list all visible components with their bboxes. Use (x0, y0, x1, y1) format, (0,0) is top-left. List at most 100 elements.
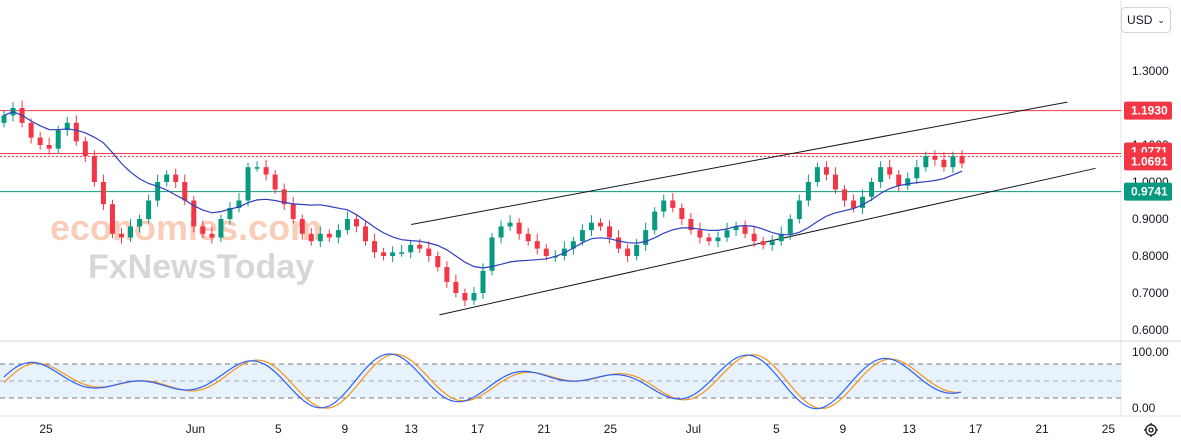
x-tick-label: 5 (773, 422, 780, 436)
moving-average (3, 111, 963, 269)
candle-body (462, 293, 468, 301)
candle-body (706, 237, 712, 242)
stoch-k-line (3, 353, 962, 410)
price-tag (1124, 182, 1172, 201)
y-tick-label: 1.3000 (1132, 64, 1169, 78)
x-tick-label: Jul (686, 422, 701, 436)
candle-body (100, 182, 106, 205)
candle-body (525, 233, 531, 242)
candle-body (272, 174, 278, 190)
x-tick-label: 5 (275, 422, 282, 436)
x-tick-label: 13 (903, 422, 917, 436)
candle-body (372, 241, 378, 253)
candle-body (896, 174, 902, 186)
y-tick-label: 0.8000 (1132, 249, 1169, 263)
candle-body (923, 156, 929, 168)
candle-body (959, 156, 965, 164)
x-tick-label: 9 (839, 422, 846, 436)
candle-body (715, 237, 721, 242)
watermark-economies: economies.com (50, 207, 322, 248)
candle-body (245, 167, 251, 201)
candle-body (218, 219, 224, 238)
y-tick-label: 0.9000 (1132, 212, 1169, 226)
candle-body (118, 233, 124, 238)
candle-body (796, 200, 802, 219)
y-tick-label: 0.7000 (1132, 286, 1169, 300)
candle-body (426, 248, 432, 256)
candle-body (878, 167, 884, 182)
candle-body (91, 156, 97, 182)
trend-channel (411, 101, 1096, 316)
candle-body (679, 207, 685, 219)
candle-body (191, 200, 197, 227)
candle-body (832, 174, 838, 190)
candle-body (751, 233, 757, 242)
ma-line (3, 111, 963, 269)
chevron-down-icon: ⌄ (1157, 14, 1165, 25)
x-tick-label: 13 (405, 422, 419, 436)
x-tick-label: 25 (39, 422, 53, 436)
candle-body (363, 226, 369, 242)
candle-body (155, 182, 161, 201)
stoch-tick-label: 0.00 (1132, 401, 1156, 415)
candle-body (317, 233, 323, 242)
candle-body (46, 145, 52, 149)
candle-body (769, 241, 775, 245)
candle-body (787, 219, 793, 234)
x-tick-label: Jun (186, 422, 205, 436)
candle-body (326, 233, 332, 238)
candle-body (353, 219, 359, 227)
watermark-fxnewstoday: FxNewsToday (88, 248, 314, 286)
candle-body (887, 167, 893, 175)
x-tick-label: 25 (604, 422, 618, 436)
candle-body (1, 115, 7, 123)
candle-body (607, 226, 613, 238)
candle-body (73, 122, 79, 142)
candle-body (507, 222, 513, 227)
candle-body (480, 270, 486, 293)
candle-body (489, 237, 495, 271)
candle-body (444, 267, 450, 282)
candle-body (236, 200, 242, 208)
price-tag-label: 1.0691 (1131, 154, 1168, 168)
channel-upper-line (411, 101, 1068, 226)
x-tick-label: 21 (537, 422, 551, 436)
candle-body (625, 248, 631, 256)
candle-body (109, 204, 115, 234)
currency-dropdown[interactable]: USD ⌄ (1121, 7, 1171, 33)
candle-body (760, 241, 766, 245)
candle-body (634, 244, 640, 256)
candle-body (299, 219, 305, 234)
candle-body (842, 189, 848, 201)
price-tag-label: 0.9741 (1131, 185, 1168, 199)
candle-body (200, 226, 206, 234)
channel-lower-line (439, 167, 1096, 316)
stoch-tick-label: 100.00 (1132, 345, 1169, 359)
candlestick-series (1, 100, 965, 307)
candle-body (381, 252, 387, 256)
candle-body (670, 200, 676, 208)
candle-body (344, 219, 350, 231)
candle-body (137, 219, 143, 227)
settings-gear-icon[interactable] (1142, 421, 1160, 439)
candle-body (805, 182, 811, 201)
candle-body (390, 252, 396, 256)
stoch-d-line (3, 353, 962, 409)
candle-body (28, 122, 34, 138)
price-tag (1124, 152, 1172, 171)
candle-body (851, 200, 857, 208)
candle-body (724, 230, 730, 238)
candle-body (82, 141, 88, 157)
candle-body (742, 226, 748, 234)
x-tick-label: 9 (341, 422, 348, 436)
candle-body (543, 248, 549, 256)
candle-body (37, 137, 43, 145)
candle-body (471, 293, 477, 301)
candle-body (516, 222, 522, 234)
candle-body (534, 241, 540, 249)
candle-body (814, 167, 820, 182)
candle-body (570, 241, 576, 249)
candle-body (733, 226, 739, 231)
candle-body (688, 219, 694, 231)
x-tick-label: 17 (471, 422, 485, 436)
